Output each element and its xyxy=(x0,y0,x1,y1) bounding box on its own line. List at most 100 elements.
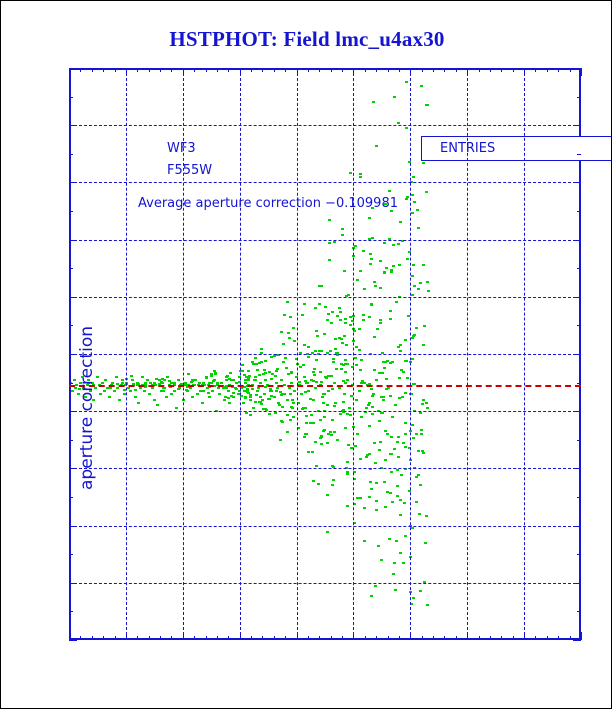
data-point xyxy=(302,303,306,306)
data-point xyxy=(243,373,247,376)
data-point xyxy=(382,480,386,483)
data-point xyxy=(418,513,422,516)
data-point xyxy=(355,363,359,366)
data-point xyxy=(282,360,286,363)
data-point xyxy=(395,495,399,498)
data-point xyxy=(284,367,288,370)
y-tick-minor xyxy=(69,497,73,498)
data-point xyxy=(277,354,281,357)
data-point xyxy=(347,407,351,410)
data-point xyxy=(321,392,325,395)
data-point xyxy=(318,371,322,374)
data-point xyxy=(411,193,415,196)
data-point xyxy=(241,363,245,366)
data-point xyxy=(226,390,230,393)
data-point xyxy=(290,405,294,408)
data-point xyxy=(184,388,188,391)
data-point xyxy=(414,432,418,435)
data-point xyxy=(303,379,307,382)
data-point xyxy=(389,270,393,273)
data-point xyxy=(118,398,122,401)
y-tick-major xyxy=(69,296,77,298)
data-point xyxy=(124,384,128,387)
x-tick-major xyxy=(182,632,184,640)
data-point xyxy=(397,295,401,298)
x-tick-minor xyxy=(398,68,400,72)
x-tick-minor xyxy=(80,68,82,72)
data-point xyxy=(303,407,307,410)
data-point xyxy=(286,373,290,376)
data-point xyxy=(286,331,290,334)
x-tick-minor xyxy=(103,636,105,640)
data-point xyxy=(408,489,412,492)
data-point xyxy=(313,368,317,370)
data-point xyxy=(374,509,378,512)
data-point xyxy=(380,412,384,415)
x-tick-minor xyxy=(535,68,537,72)
data-point xyxy=(143,381,147,384)
data-point xyxy=(280,331,284,334)
data-point xyxy=(343,370,347,373)
y-tick-minor xyxy=(69,439,73,441)
data-point xyxy=(373,284,377,287)
data-point xyxy=(294,375,298,378)
data-point xyxy=(399,343,403,346)
data-point xyxy=(311,351,315,354)
data-point xyxy=(330,388,334,391)
data-point xyxy=(237,381,241,384)
data-point xyxy=(358,348,362,351)
data-point xyxy=(284,356,288,359)
data-point xyxy=(407,447,411,450)
x-tick-minor xyxy=(171,68,173,72)
data-point xyxy=(72,378,76,381)
data-point xyxy=(369,252,373,255)
data-point xyxy=(280,420,284,423)
data-point xyxy=(125,383,129,386)
x-tick-minor xyxy=(558,68,560,72)
data-point xyxy=(421,403,425,406)
data-point xyxy=(425,406,429,409)
data-point xyxy=(405,258,409,261)
data-point xyxy=(393,448,397,451)
x-tick-minor xyxy=(512,68,514,72)
data-point xyxy=(387,538,391,541)
data-point xyxy=(116,387,120,390)
data-point xyxy=(296,401,300,404)
x-tick-major xyxy=(524,68,526,76)
data-point xyxy=(245,412,249,415)
y-tick-minor xyxy=(577,96,581,98)
data-point xyxy=(408,556,412,559)
x-tick-minor xyxy=(489,636,491,640)
data-point xyxy=(83,395,87,398)
data-point xyxy=(421,161,425,164)
data-point xyxy=(216,386,220,389)
data-point xyxy=(410,275,414,278)
data-point xyxy=(412,335,416,338)
data-point xyxy=(368,495,372,498)
data-point xyxy=(262,368,266,371)
data-point xyxy=(257,361,261,364)
data-point xyxy=(263,359,267,362)
data-point xyxy=(312,398,316,401)
data-point xyxy=(327,313,331,316)
y-tick-major xyxy=(69,68,77,69)
data-point xyxy=(247,392,251,395)
data-point xyxy=(233,387,237,390)
data-point xyxy=(411,175,415,178)
data-point xyxy=(389,362,393,365)
x-tick-minor xyxy=(546,68,548,72)
data-point xyxy=(379,260,383,263)
data-point xyxy=(123,393,127,396)
x-tick-minor xyxy=(569,68,571,72)
data-point xyxy=(324,377,328,380)
data-point xyxy=(393,95,397,98)
data-point xyxy=(189,387,193,390)
data-point xyxy=(361,380,365,383)
data-point xyxy=(331,310,335,313)
data-point xyxy=(207,395,211,398)
data-point xyxy=(319,434,323,437)
data-point xyxy=(287,336,291,339)
data-point xyxy=(353,445,357,448)
x-tick-minor xyxy=(342,68,344,72)
data-point xyxy=(275,367,279,370)
